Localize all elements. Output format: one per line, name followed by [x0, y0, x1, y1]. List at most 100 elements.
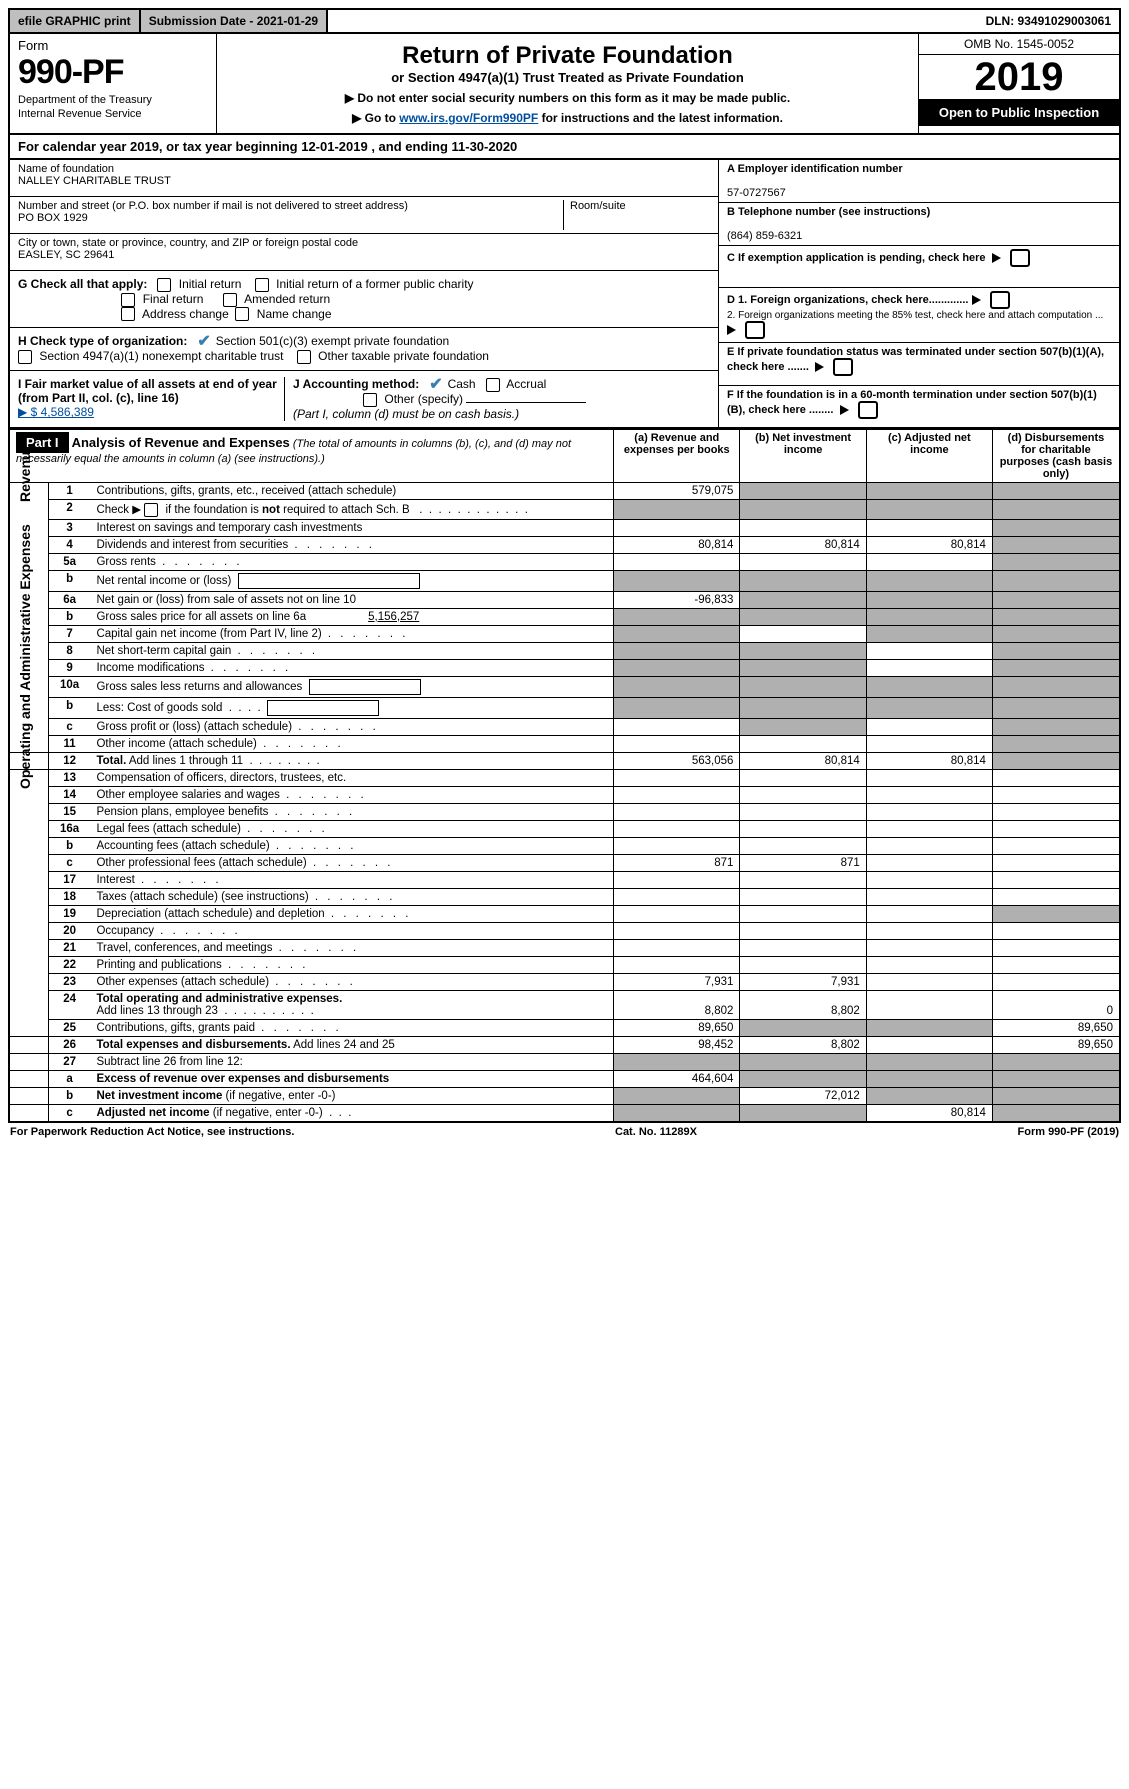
tax-year: 2019: [919, 55, 1119, 99]
r16c-a: 871: [614, 854, 740, 871]
efile-button[interactable]: efile GRAPHIC print: [10, 10, 141, 32]
page-footer: For Paperwork Reduction Act Notice, see …: [8, 1123, 1121, 1141]
cell: [866, 922, 992, 939]
check-schb[interactable]: [144, 503, 158, 517]
form-header: Form 990-PF Department of the Treasury I…: [8, 34, 1121, 135]
row-num: 11: [48, 735, 90, 752]
r10c: Gross profit or (loss) (attach schedule): [90, 718, 613, 735]
cell-shaded: [866, 676, 992, 697]
check-initial-former[interactable]: [255, 278, 269, 292]
r7: Capital gain net income (from Part IV, l…: [90, 625, 613, 642]
row-num: 16a: [48, 820, 90, 837]
r16c-b: 871: [740, 854, 866, 871]
cell-shaded: [992, 499, 1120, 519]
cell-shaded: [992, 608, 1120, 625]
label-final: Final return: [143, 292, 204, 306]
check-501c3[interactable]: [197, 335, 212, 349]
cell: [614, 871, 740, 888]
cell: [992, 888, 1120, 905]
row-num: 15: [48, 803, 90, 820]
footer-left: For Paperwork Reduction Act Notice, see …: [10, 1126, 294, 1138]
h-checks: H Check type of organization: Section 50…: [10, 327, 718, 370]
row-num: 25: [48, 1019, 90, 1036]
check-accrual[interactable]: [486, 378, 500, 392]
form-subtitle: or Section 4947(a)(1) Trust Treated as P…: [225, 70, 910, 85]
cell-shaded: [866, 1087, 992, 1104]
cell: [992, 820, 1120, 837]
col-c-header: (c) Adjusted net income: [866, 429, 992, 482]
cell: [614, 922, 740, 939]
label-amended: Amended return: [244, 292, 330, 306]
h-label: H Check type of organization:: [18, 334, 187, 348]
cell: [614, 803, 740, 820]
cell-shaded: [740, 482, 866, 499]
cell: [866, 905, 992, 922]
cell: [866, 871, 992, 888]
footer-right: Form 990-PF (2019): [1018, 1126, 1120, 1138]
check-e[interactable]: [833, 358, 853, 376]
r15: Pension plans, employee benefits: [90, 803, 613, 820]
r25-d: 89,650: [992, 1019, 1120, 1036]
r24-d: 0: [992, 990, 1120, 1019]
r1-a: 579,075: [614, 482, 740, 499]
r1: Contributions, gifts, grants, etc., rece…: [90, 482, 613, 499]
cell: [614, 888, 740, 905]
row-num: 26: [48, 1036, 90, 1053]
fmv-link[interactable]: ▶ $ 4,586,389: [18, 405, 94, 419]
check-final[interactable]: [121, 293, 135, 307]
cell: [614, 956, 740, 973]
r25: Contributions, gifts, grants paid: [90, 1019, 613, 1036]
check-other-tax[interactable]: [297, 350, 311, 364]
cell-shaded: [992, 1087, 1120, 1104]
cell: [740, 820, 866, 837]
cell: [992, 939, 1120, 956]
r10a-text: Gross sales less returns and allowances: [96, 681, 302, 693]
cell-shaded: [614, 1053, 740, 1070]
label-other-method: Other (specify): [384, 392, 463, 406]
check-f[interactable]: [858, 401, 878, 419]
irs-link[interactable]: www.irs.gov/Form990PF: [399, 111, 538, 125]
r4: Dividends and interest from securities: [90, 536, 613, 553]
cell: [992, 871, 1120, 888]
row-num: 18: [48, 888, 90, 905]
cell-shaded: [866, 570, 992, 591]
r5b: Net rental income or (loss): [90, 570, 613, 591]
cell-shaded: [992, 1070, 1120, 1087]
cell: [992, 956, 1120, 973]
check-name-change[interactable]: [235, 307, 249, 321]
check-amended[interactable]: [223, 293, 237, 307]
check-addr-change[interactable]: [121, 307, 135, 321]
f-label: F If the foundation is in a 60-month ter…: [727, 389, 1097, 416]
check-pending[interactable]: [1010, 249, 1030, 267]
calendar-year-row: For calendar year 2019, or tax year begi…: [8, 135, 1121, 160]
r22: Printing and publications: [90, 956, 613, 973]
cell: [866, 837, 992, 854]
cell-shaded: [614, 499, 740, 519]
omb-number: OMB No. 1545-0052: [919, 34, 1119, 55]
check-4947[interactable]: [18, 350, 32, 364]
r8: Net short-term capital gain: [90, 642, 613, 659]
j-label: J Accounting method:: [293, 377, 419, 391]
cell-shaded: [614, 1087, 740, 1104]
header-right: OMB No. 1545-0052 2019 Open to Public In…: [918, 34, 1119, 133]
cell: [614, 769, 740, 786]
cell-shaded: [740, 676, 866, 697]
r5b-text: Net rental income or (loss): [96, 575, 231, 587]
check-d2[interactable]: [745, 321, 765, 339]
cell: [992, 854, 1120, 871]
row-num: 9: [48, 659, 90, 676]
check-other-method[interactable]: [363, 393, 377, 407]
foundation-name: NALLEY CHARITABLE TRUST: [18, 175, 710, 187]
r6b-val: 5,156,257: [309, 611, 419, 623]
label-other-tax: Other taxable private foundation: [318, 349, 489, 363]
check-initial[interactable]: [157, 278, 171, 292]
check-d1[interactable]: [990, 291, 1010, 309]
cell-shaded: [740, 591, 866, 608]
check-cash[interactable]: [429, 378, 444, 392]
label-addr-change: Address change: [142, 307, 229, 321]
r10a: Gross sales less returns and allowances: [90, 676, 613, 697]
r16a: Legal fees (attach schedule): [90, 820, 613, 837]
label-501c3: Section 501(c)(3) exempt private foundat…: [216, 334, 449, 348]
row-num: 24: [48, 990, 90, 1019]
r27a: Excess of revenue over expenses and disb…: [90, 1070, 613, 1087]
